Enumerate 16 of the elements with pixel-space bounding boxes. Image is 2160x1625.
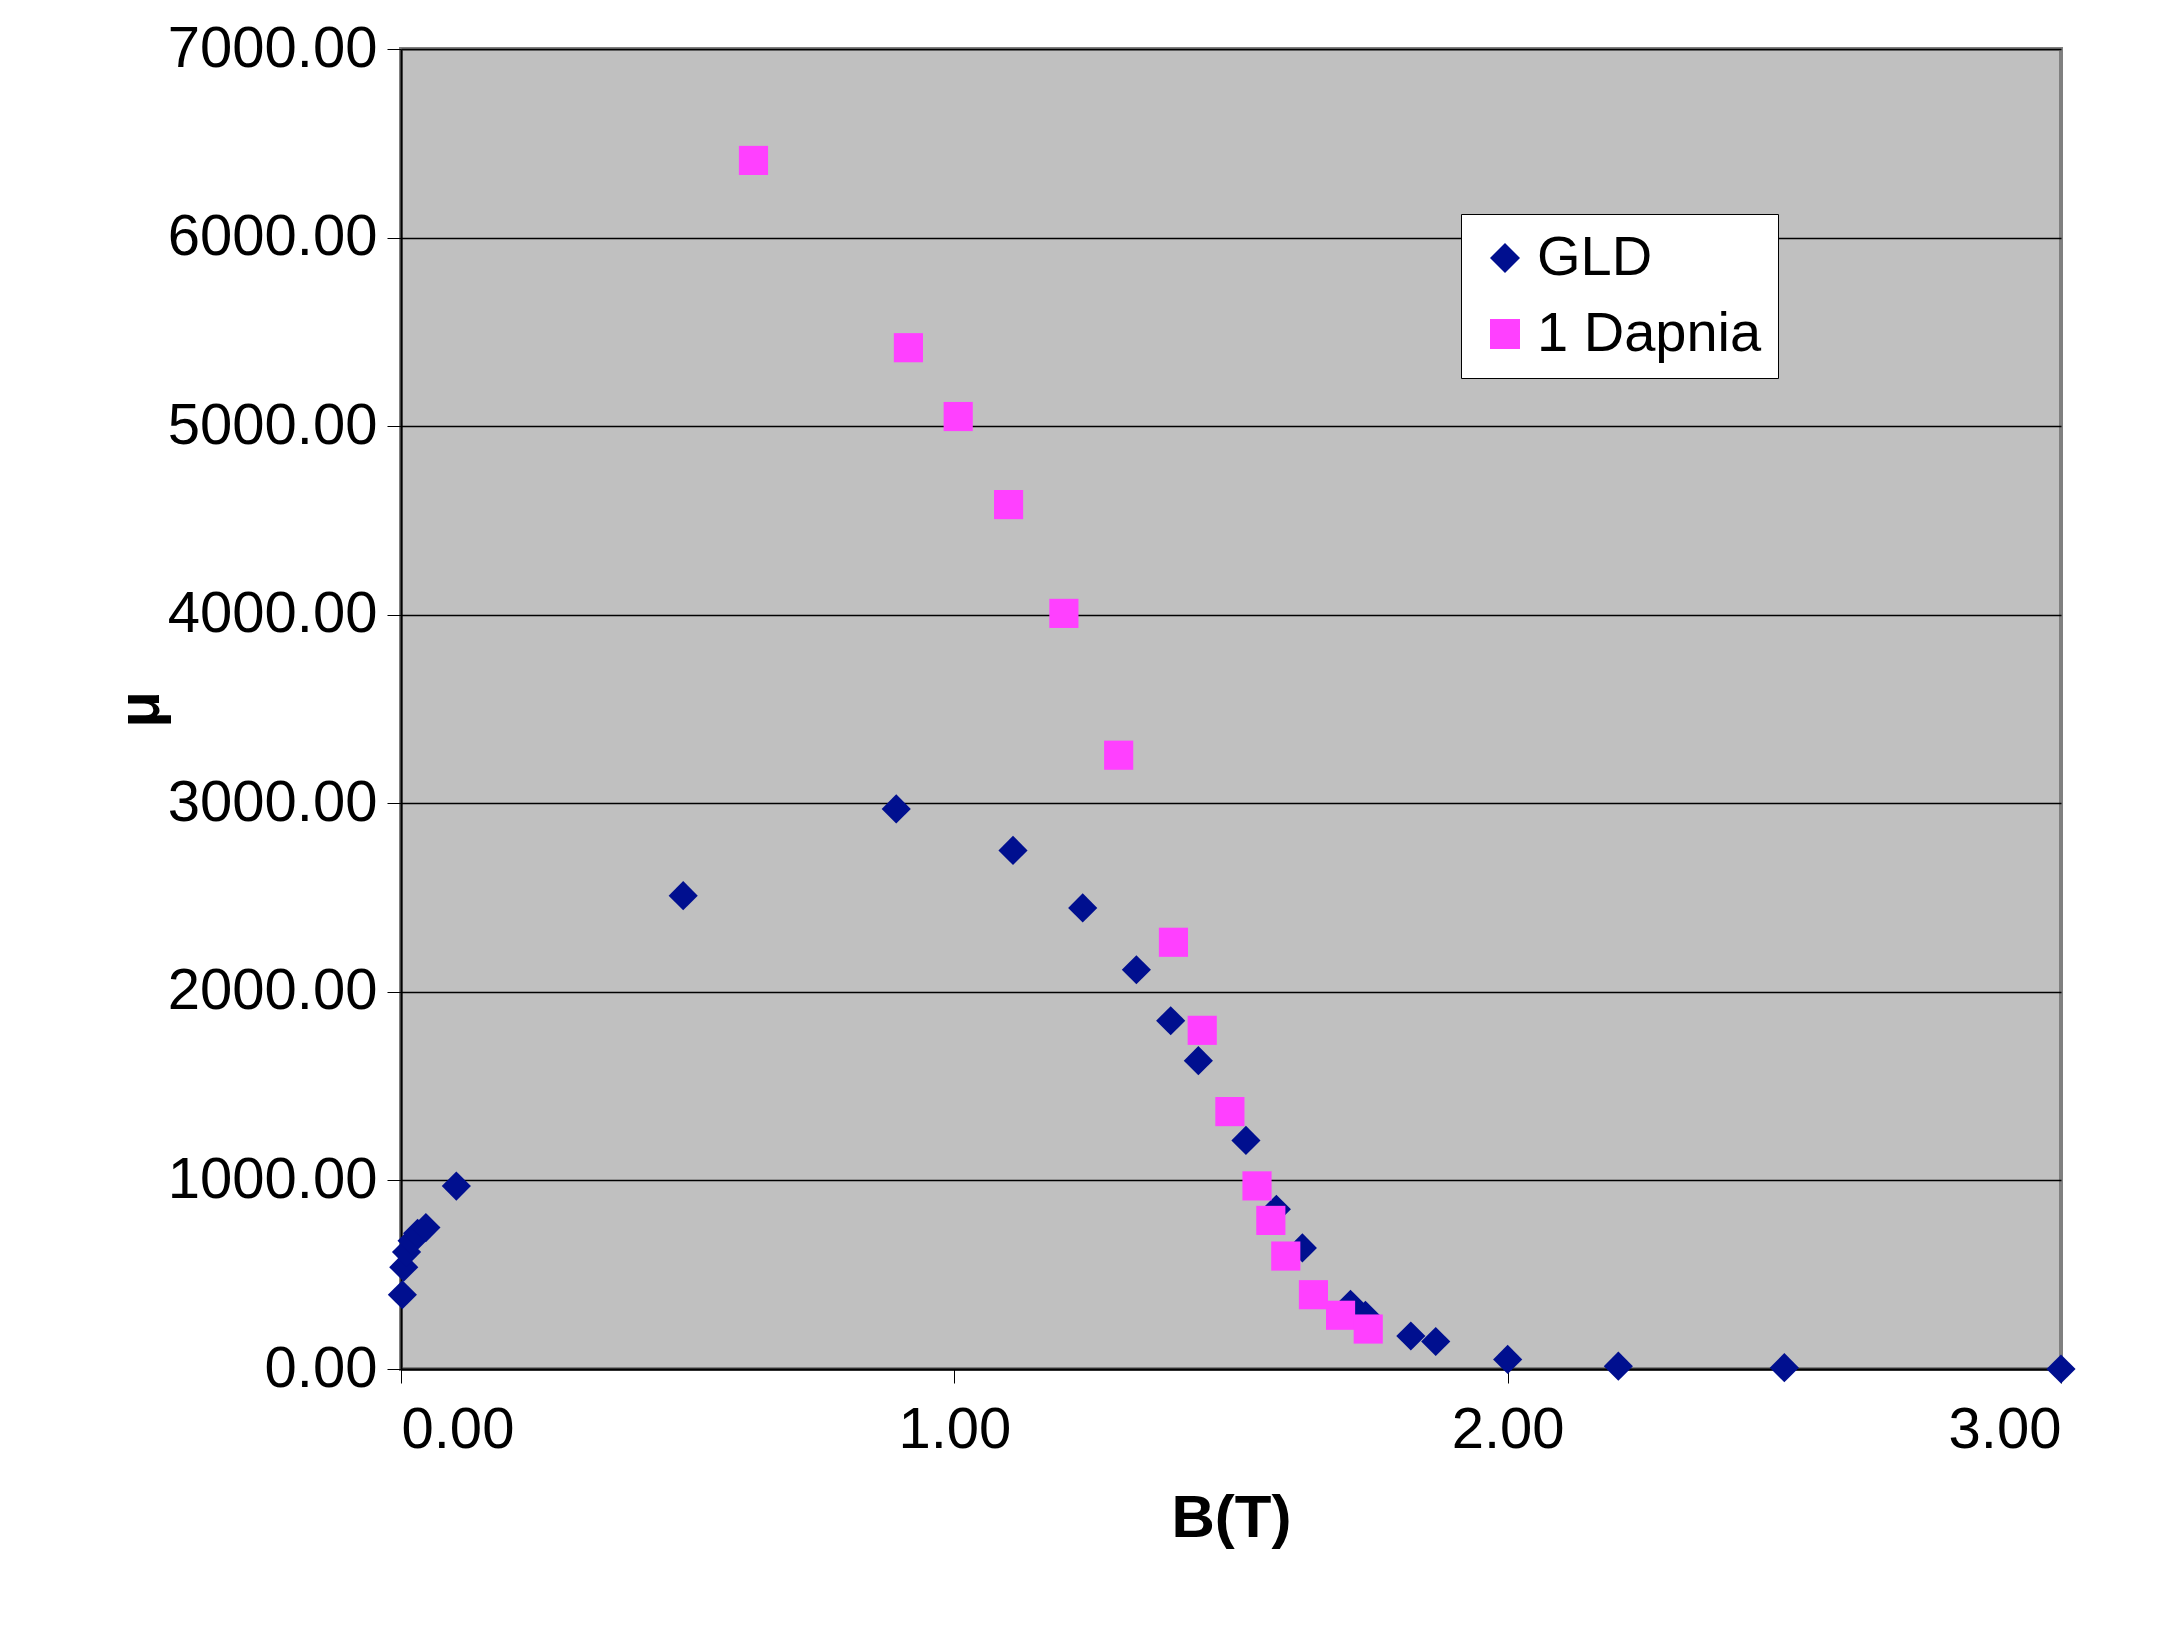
y-tick-label: 2000.00 (167, 956, 378, 1022)
y-tick-label: 7000.00 (167, 13, 378, 79)
y-tick-label: 4000.00 (167, 579, 378, 645)
x-axis-title: B(T) (1171, 1482, 1292, 1550)
legend-label: GLD (1537, 224, 1653, 287)
x-tick-label: 2.00 (1451, 1394, 1565, 1460)
x-tick-label: 0.00 (401, 1394, 515, 1460)
y-tick-label: 3000.00 (167, 767, 378, 833)
x-tick-label: 3.00 (1948, 1394, 2062, 1460)
y-axis-title: μ (104, 691, 172, 728)
y-tick-label: 5000.00 (167, 390, 378, 456)
y-tick-label: 1000.00 (167, 1144, 378, 1210)
y-tick-label: 0.00 (264, 1333, 378, 1399)
x-tick-label: 1.00 (898, 1394, 1012, 1460)
legend-label: 1 Dapnia (1537, 300, 1763, 363)
y-tick-label: 6000.00 (167, 202, 378, 268)
